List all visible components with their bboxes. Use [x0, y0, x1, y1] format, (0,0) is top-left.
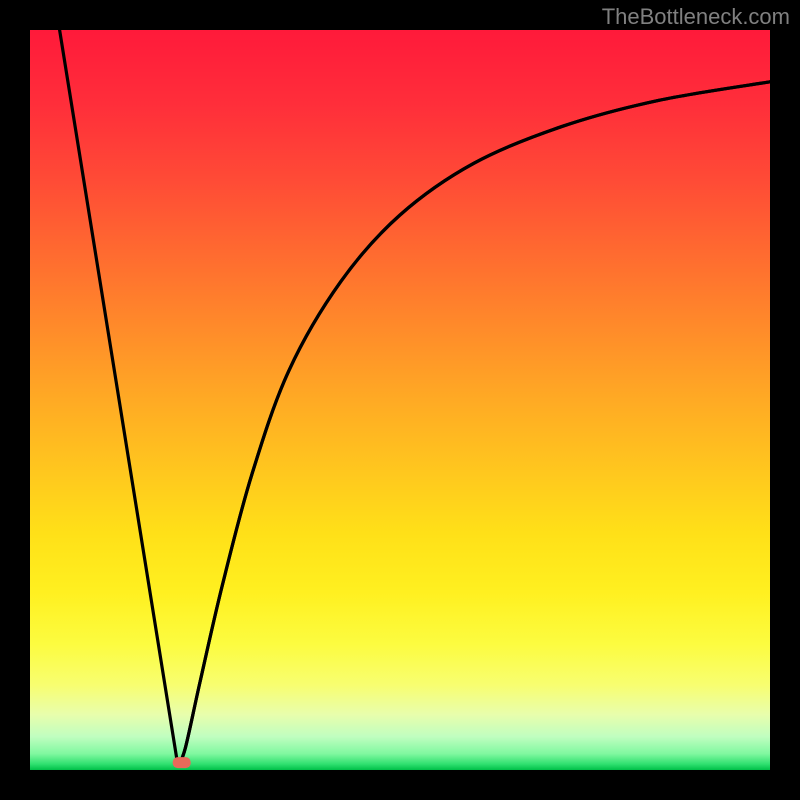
chart-stage: TheBottleneck.com	[0, 0, 800, 800]
chart-svg	[0, 0, 800, 800]
watermark-text: TheBottleneck.com	[602, 4, 790, 30]
plot-area	[30, 30, 770, 770]
optimal-point-marker	[173, 757, 191, 768]
